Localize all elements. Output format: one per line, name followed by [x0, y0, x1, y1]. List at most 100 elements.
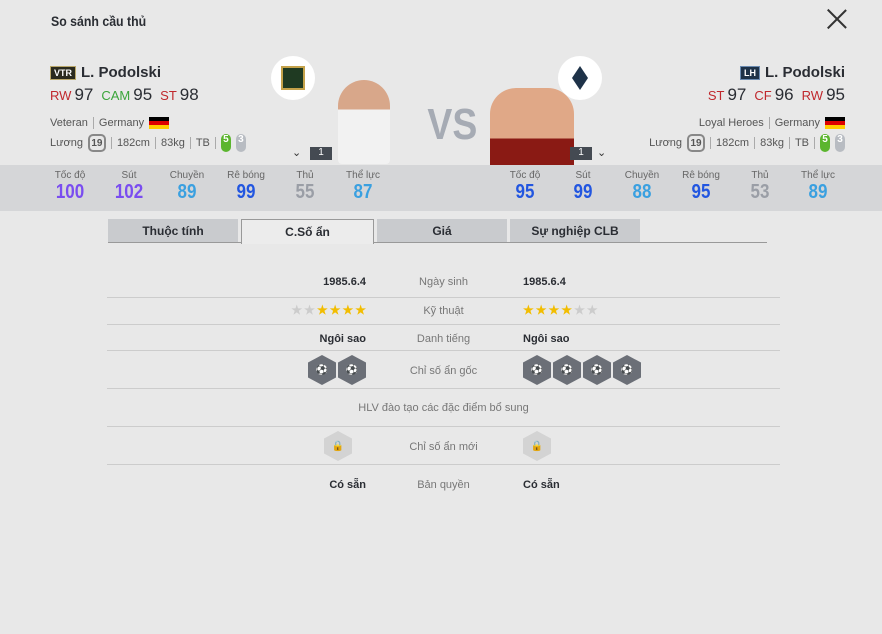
tab-3[interactable]: Sự nghiệp CLB — [510, 219, 640, 242]
foot-icon: 5 — [220, 134, 231, 152]
club-logo — [558, 56, 602, 100]
right-value: Ngôi sao — [523, 333, 570, 345]
lock-icon[interactable]: 🔒 — [523, 431, 551, 461]
overall-value: 97 — [74, 85, 94, 104]
stat-value: 95 — [691, 181, 711, 203]
vs-label: VS — [427, 100, 478, 149]
stat-label: Chuyền — [169, 170, 205, 181]
stat-4: Thủ 53 — [730, 170, 790, 204]
stat-label: Tốc độ — [54, 170, 86, 181]
position-label: ST — [707, 88, 725, 103]
row-label: HLV đào tạo các đặc điểm bổ sung — [358, 402, 529, 414]
overall-value: 95 — [133, 85, 153, 104]
star-icon: ★ — [535, 303, 547, 317]
star-icon: ★ — [329, 303, 341, 317]
position-label: CF — [754, 88, 772, 103]
height: 182cm — [716, 137, 750, 149]
weight: 83kg — [760, 137, 784, 149]
tab-2[interactable]: Giá — [377, 219, 507, 242]
stat-2: Chuyền 88 — [612, 170, 672, 204]
right-player-info: LH L. Podolski ST 97 CF 96 RW 95 Loyal Heroes G… — [649, 64, 845, 152]
stat-5: Thể lực 89 — [788, 170, 848, 204]
dialog-title: So sánh cầu thủ — [51, 13, 147, 29]
germany-flag-icon — [149, 117, 170, 129]
position-rating: RW 97 — [50, 85, 93, 105]
height: 182cm — [116, 137, 150, 149]
flair-icon[interactable]: ⚽ — [553, 355, 581, 385]
stat-value: 100 — [55, 181, 85, 203]
salary-icon: 19 — [687, 134, 706, 152]
power-header-icon[interactable]: ⚽ — [583, 355, 611, 385]
position-rating: ST 98 — [160, 85, 199, 105]
salary-label: Lương — [649, 137, 683, 149]
salary-label: Lương — [50, 137, 83, 149]
stat-label: Thể lực — [346, 170, 380, 181]
star-icon: ★ — [316, 303, 328, 317]
row-traits: ⚽ ⚽ Chỉ số ẩn gốc ⚽ ⚽ ⚽ ⚽ — [107, 351, 780, 389]
close-icon[interactable] — [826, 8, 848, 30]
stat-0: Tốc độ 95 — [495, 170, 555, 204]
stat-1: Sút 99 — [553, 170, 613, 204]
stat-value: 87 — [353, 181, 373, 203]
player-image — [490, 88, 574, 172]
player-image — [338, 80, 390, 164]
stat-3: Rê bóng 99 — [216, 170, 276, 204]
position-label: RW — [801, 88, 824, 103]
row-label: Chỉ số ẩn mới — [409, 441, 478, 453]
chevron-down-icon[interactable]: ⌄ — [292, 147, 302, 159]
stat-3: Rê bóng 95 — [671, 170, 731, 204]
stat-label: Chuyền — [624, 170, 660, 181]
club-logo — [271, 56, 315, 100]
stat-label: Thủ — [751, 170, 769, 181]
stat-label: Thể lực — [801, 170, 835, 181]
finesse-shot-icon[interactable]: ⚽ — [613, 355, 641, 385]
level-badge: 1 — [570, 147, 592, 160]
star-icon: ★ — [291, 303, 303, 317]
stat-2: Chuyền 89 — [157, 170, 217, 204]
position-rating: CF 96 — [754, 85, 793, 105]
stat-value: 53 — [750, 181, 770, 203]
position-label: RW — [50, 88, 72, 103]
salary-icon: 19 — [87, 134, 106, 152]
star-icon: ★ — [304, 303, 315, 317]
left-value: 1985.6.4 — [323, 276, 366, 288]
nation: Germany — [98, 117, 145, 129]
overall-value: 96 — [774, 85, 794, 104]
stat-4: Thủ 55 — [275, 170, 335, 204]
row-fame: Ngôi sao Danh tiếng Ngôi sao — [107, 325, 780, 351]
left-value: Có sẵn — [329, 479, 366, 491]
row-skill: ★ ★ ★ ★ ★ ★ Kỹ thuật ★ ★ ★ ★ ★ ★ — [107, 298, 780, 325]
season-badge: VTR — [50, 65, 76, 80]
level-badge: 1 — [310, 147, 332, 160]
row-label: Chỉ số ẩn gốc — [409, 365, 478, 377]
stat-value: 102 — [114, 181, 144, 203]
right-value: 1985.6.4 — [523, 276, 566, 288]
row-label: Ngày sinh — [419, 276, 468, 288]
foot-icon: 3 — [835, 134, 845, 152]
body-type: TB — [195, 137, 210, 149]
player-name: L. Podolski — [81, 64, 162, 81]
stat-label: Rê bóng — [227, 170, 265, 181]
season: Veteran — [50, 117, 88, 129]
stat-value: 89 — [808, 181, 828, 203]
position-label: ST — [160, 88, 177, 103]
stat-0: Tốc độ 100 — [40, 170, 100, 204]
season: Loyal Heroes — [698, 117, 764, 129]
chevron-down-icon[interactable]: ⌄ — [597, 147, 607, 159]
tab-0[interactable]: Thuộc tính — [108, 219, 238, 242]
stat-label: Rê bóng — [682, 170, 720, 181]
stat-value: 89 — [177, 181, 197, 203]
stats-bar: Tốc độ 100 Sút 102 Chuyền 89 Rê bóng 99 Thủ 55 Thể… — [0, 165, 882, 211]
right-value: Có sẵn — [523, 479, 560, 491]
row-label: Kỹ thuật — [423, 305, 464, 317]
stat-label: Sút — [575, 170, 591, 181]
player-name: L. Podolski — [764, 64, 845, 81]
stat-5: Thể lực 87 — [333, 170, 393, 204]
tab-1[interactable]: C.Số ẩn — [241, 219, 374, 244]
weight: 83kg — [160, 137, 185, 149]
position-rating: RW 95 — [802, 85, 845, 105]
overall-value: 98 — [179, 85, 199, 104]
position-rating: CAM 95 — [101, 85, 152, 105]
speed-dribbler-icon[interactable]: ⚽ — [523, 355, 551, 385]
star-icon: ★ — [586, 303, 598, 317]
